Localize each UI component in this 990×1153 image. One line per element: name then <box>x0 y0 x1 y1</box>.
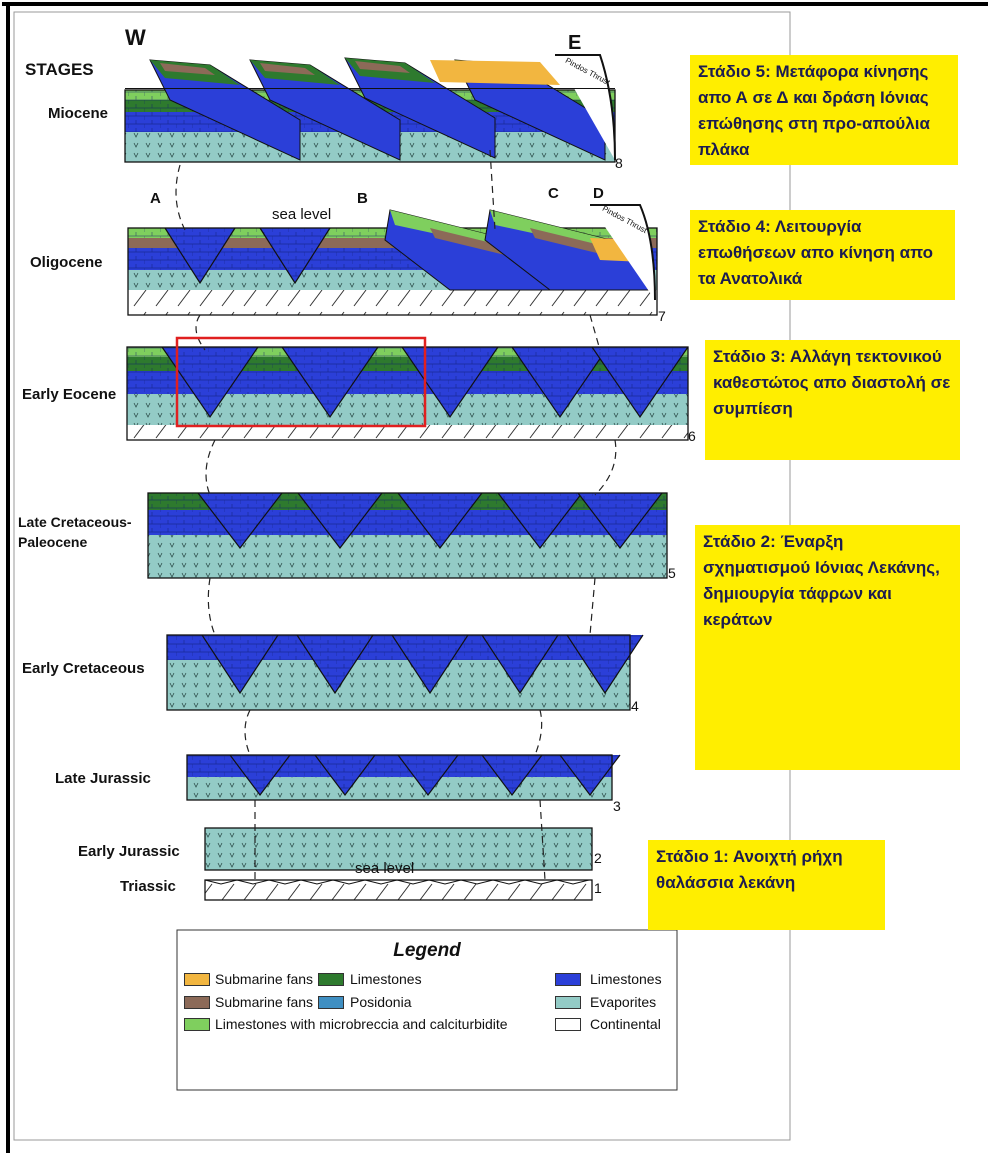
legend-label: Limestones <box>350 971 422 987</box>
layer <box>148 535 667 578</box>
stage-number: 5 <box>668 565 676 581</box>
correlation-line <box>245 710 250 755</box>
stage-label: Late Jurassic <box>55 770 151 787</box>
section-letter: C <box>548 185 559 202</box>
stage-label: Early Eocene <box>22 386 116 403</box>
layer <box>205 880 592 900</box>
stage-number: 3 <box>613 798 621 814</box>
sea-level-label: sea level <box>272 206 331 223</box>
stage-number: 2 <box>594 850 602 866</box>
stage-number: 4 <box>631 698 639 714</box>
legend-swatch <box>318 996 344 1009</box>
legend-label: Posidonia <box>350 994 412 1010</box>
legend-swatch <box>555 1018 581 1031</box>
stage-label: Miocene <box>48 105 108 122</box>
correlation-line <box>590 578 595 635</box>
legend-swatch <box>184 996 210 1009</box>
stage-note: Στάδιο 4: Λειτουργία επωθήσεων απο κίνησ… <box>690 210 955 300</box>
stage-label: Early Cretaceous <box>22 660 145 677</box>
legend-label: Limestones <box>590 971 662 987</box>
stage-number: 6 <box>688 428 696 444</box>
stage-note: Στάδιο 1: Ανοιχτή ρήχη θαλάσσια λεκάνη <box>648 840 885 930</box>
legend-title: Legend <box>177 940 677 962</box>
sea-line <box>125 88 615 89</box>
legend-swatch <box>318 973 344 986</box>
correlation-line <box>176 165 185 230</box>
stage-label: Oligocene <box>30 254 103 271</box>
legend-label: Evaporites <box>590 994 656 1010</box>
layer <box>128 290 657 315</box>
legend-label: Submarine fans <box>215 971 313 987</box>
stage-note: Στάδιο 5: Μετάφορα κίνησης απο Α σε Δ κα… <box>690 55 958 165</box>
legend-label: Submarine fans <box>215 994 313 1010</box>
legend-swatch <box>555 973 581 986</box>
legend-swatch <box>184 1018 210 1031</box>
correlation-line <box>535 710 542 755</box>
correlation-line <box>206 440 215 495</box>
section-letter: A <box>150 190 161 207</box>
sections <box>125 55 688 900</box>
correlation-line <box>196 315 205 350</box>
legend-swatch <box>184 973 210 986</box>
legend-label: Continental <box>590 1016 661 1032</box>
frame-left <box>6 2 10 1153</box>
stage-note: Στάδιο 2: Έναρξη σχηματισμού Ιόνιας Λεκά… <box>695 525 960 770</box>
section-letter: B <box>357 190 368 207</box>
stage-number: 8 <box>615 155 623 171</box>
stages-title: STAGES <box>25 60 94 80</box>
section-letter: D <box>593 185 604 202</box>
stage-note: Στάδιο 3: Αλλάγη τεκτονικού καθεστώτος α… <box>705 340 960 460</box>
west-label: W <box>125 25 146 51</box>
stage-label: Early Jurassic <box>78 843 180 860</box>
fan <box>430 60 560 85</box>
correlation-line <box>590 315 600 350</box>
stage-number: 1 <box>594 880 602 896</box>
stage-label: Triassic <box>120 878 176 895</box>
page: W E STAGES Miocene Oligocene Early Eocen… <box>0 0 990 1153</box>
correlation-line <box>595 440 616 495</box>
east-label: E <box>568 32 581 55</box>
sea-level-label: sea level <box>355 860 414 877</box>
stage-label: Late Cretaceous-Paleocene <box>18 512 138 552</box>
stage-number: 7 <box>658 308 666 324</box>
legend-label: Limestones with microbreccia and calcitu… <box>215 1016 508 1032</box>
correlation-line <box>208 578 215 635</box>
frame-top <box>2 2 988 6</box>
legend-swatch <box>555 996 581 1009</box>
